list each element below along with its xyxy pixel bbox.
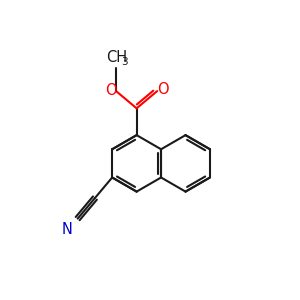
Text: 3: 3 (121, 57, 128, 67)
Text: O: O (105, 83, 116, 98)
Text: CH: CH (106, 50, 127, 65)
Text: N: N (61, 222, 72, 237)
Text: O: O (157, 82, 168, 97)
